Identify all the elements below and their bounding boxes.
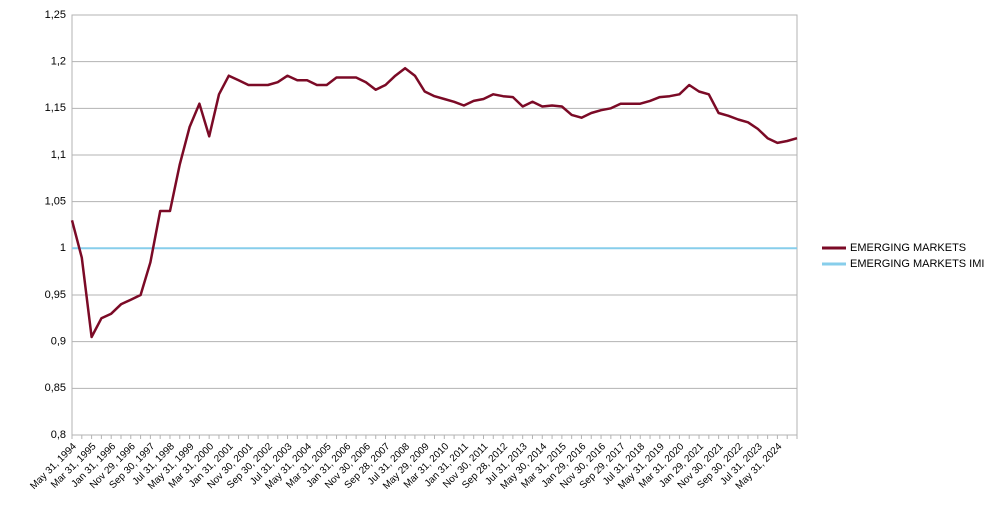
y-tick-label: 0,9 bbox=[51, 336, 66, 348]
y-tick-label: 0,95 bbox=[45, 289, 66, 301]
legend-label: EMERGING MARKETS IMI bbox=[850, 258, 984, 270]
plot-frame bbox=[71, 14, 798, 436]
y-tick-label: 1,05 bbox=[45, 196, 66, 208]
y-tick-label: 0,85 bbox=[45, 382, 66, 394]
series-line bbox=[70, 66, 798, 339]
y-tick-label: 1,1 bbox=[51, 149, 66, 161]
legend-label: EMERGING MARKETS bbox=[850, 242, 966, 254]
y-tick-label: 1,25 bbox=[45, 9, 66, 21]
y-tick-label: 1,2 bbox=[51, 56, 66, 68]
y-tick-label: 1 bbox=[60, 242, 66, 254]
y-tick-label: 1,15 bbox=[45, 102, 66, 114]
y-tick-label: 0,8 bbox=[51, 429, 66, 441]
